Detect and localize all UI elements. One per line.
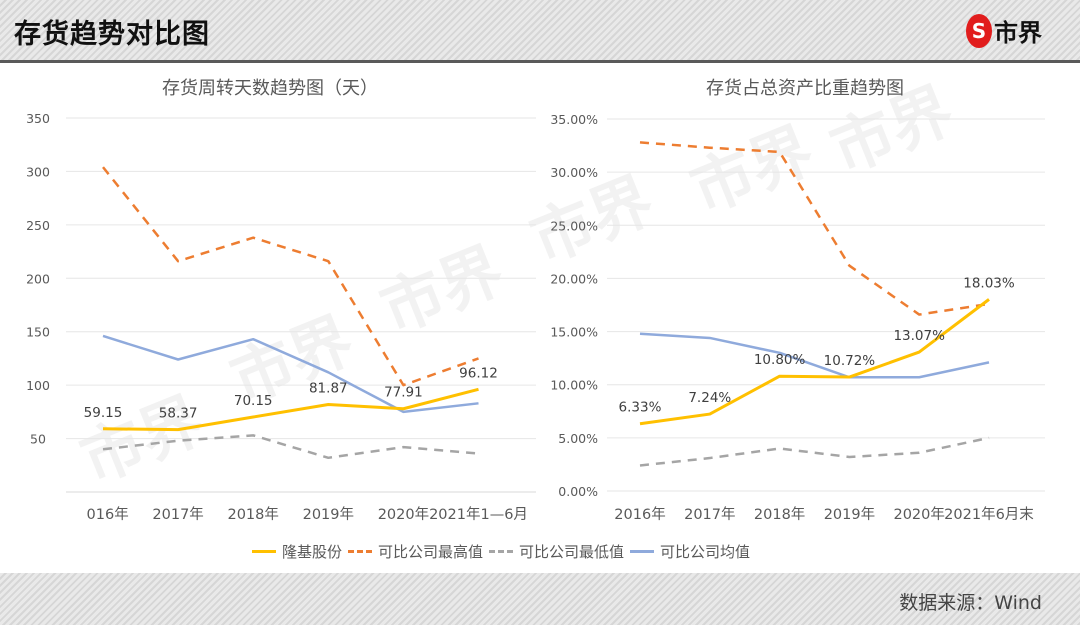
logo-icon: S [966, 13, 992, 48]
watermark-text: 市界 [71, 383, 213, 497]
y-tick-label: 20.00% [550, 271, 598, 286]
legend: 隆基股份 可比公司最高值 可比公司最低值 可比公司均值 [252, 541, 756, 562]
y-tick-label: 200 [26, 271, 50, 286]
footer-bar: 数据来源：Wind [0, 573, 1080, 625]
x-tick-label: 2021年6月末 [944, 506, 1034, 523]
y-tick-label: 15.00% [550, 325, 598, 340]
y-tick-label: 50 [30, 432, 46, 447]
logo: S 市界 [966, 13, 1042, 48]
data-label: 81.87 [309, 381, 348, 397]
data-label: 10.80% [754, 352, 806, 368]
y-tick-label: 10.00% [550, 378, 598, 393]
x-tick-label: 2017年 [152, 506, 203, 523]
legend-item: 可比公司最低值 [489, 541, 624, 562]
x-tick-label: 2016年 [614, 506, 665, 523]
series-line-2 [639, 436, 990, 467]
y-tick-label: 350 [26, 111, 50, 126]
x-axis: 2016年 2017年 2018年 2019年 2020年 2021年1—6月 [77, 506, 528, 523]
series-line-3 [639, 332, 990, 379]
data-label: 96.12 [459, 365, 498, 381]
watermark-text: 市界 [681, 113, 823, 227]
x-tick-label: 2016年 [77, 506, 128, 523]
legend-item: 可比公司均值 [630, 541, 750, 562]
watermark-text: 市界 [371, 233, 513, 347]
legend-item: 可比公司最高值 [348, 541, 483, 562]
data-label: 6.33% [619, 400, 662, 416]
x-tick-label: 2019年 [303, 506, 354, 523]
page-title: 存货趋势对比图 [14, 19, 210, 50]
y-tick-label: 150 [26, 325, 50, 340]
y-tick-label: 35.00% [550, 112, 598, 127]
legend-swatch [252, 550, 276, 553]
series-line-3 [102, 334, 479, 414]
y-tick-label: 300 [26, 164, 50, 179]
data-label: 59.15 [84, 405, 123, 421]
legend-label: 可比公司最高值 [378, 543, 484, 561]
chart-title: 存货周转天数趋势图（天） [162, 78, 378, 99]
y-tick-label: 100 [26, 378, 50, 393]
series-line-0 [102, 387, 479, 432]
data-label: 58.37 [159, 406, 198, 422]
legend-swatch [489, 550, 514, 553]
data-source: 数据来源：Wind [899, 592, 1042, 614]
y-tick-label: 250 [26, 218, 50, 233]
chart-title: 存货占总资产比重趋势图 [706, 78, 904, 99]
chart-inventory-to-assets-ratio: 存货占总资产比重趋势图 0.00% 5.00% 10.00% 15.00% 20.00% 2… [550, 78, 1045, 523]
x-tick-label: 2018年 [227, 506, 278, 523]
y-tick-label: 25.00% [550, 218, 598, 233]
y-tick-label: 5.00% [558, 431, 598, 446]
series-line-1 [639, 141, 990, 316]
data-label: 77.91 [384, 385, 423, 401]
x-tick-label: 2020年 [378, 506, 429, 523]
x-tick-label: 2021年1—6月 [429, 506, 528, 523]
data-label: 10.72% [824, 353, 876, 369]
x-tick-label: 2020年 [893, 506, 944, 523]
data-label: 70.15 [234, 393, 273, 409]
x-tick-label: 2018年 [754, 506, 805, 523]
series-line-1 [102, 166, 479, 387]
header-bar: 存货趋势对比图 S 市界 [0, 0, 1080, 63]
series-line-0 [639, 298, 990, 426]
legend-label: 隆基股份 [282, 543, 343, 561]
x-tick-label: 2019年 [824, 506, 875, 523]
legend-swatch [348, 550, 373, 553]
data-label: 13.07% [893, 328, 945, 344]
logo-text: 市界 [994, 19, 1042, 47]
y-tick-label: 0.00% [558, 484, 598, 499]
data-label: 18.03% [963, 275, 1015, 291]
data-label: 7.24% [688, 390, 731, 406]
x-axis: 2016年 2017年 2018年 2019年 2020年 2021年6月末 [614, 506, 1034, 523]
x-tick-label: 2017年 [684, 506, 735, 523]
legend-item: 隆基股份 [252, 541, 342, 562]
legend-swatch [630, 550, 655, 553]
y-tick-label: 30.00% [550, 165, 598, 180]
legend-label: 可比公司均值 [660, 543, 751, 561]
legend-label: 可比公司最低值 [519, 543, 625, 561]
